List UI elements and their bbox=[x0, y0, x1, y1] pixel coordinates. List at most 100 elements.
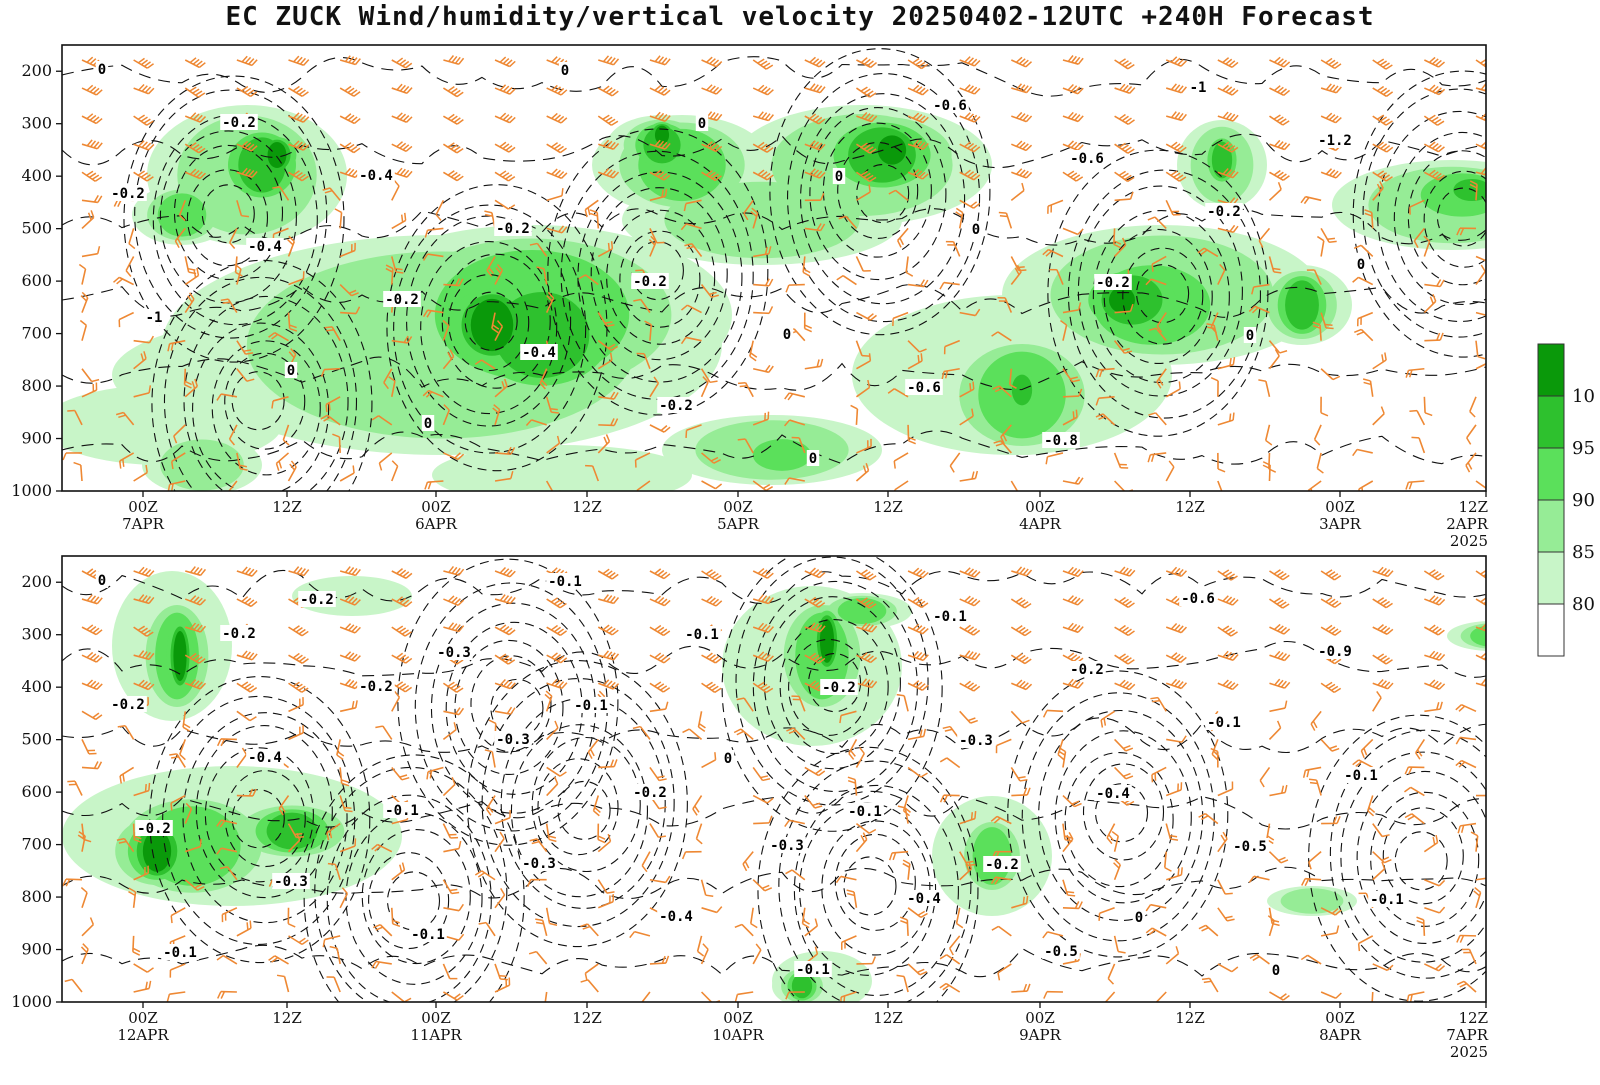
wind-barb bbox=[1424, 679, 1446, 690]
contour-label: -0.1 bbox=[794, 961, 832, 978]
wind-barb bbox=[391, 179, 400, 201]
wind-barb bbox=[545, 823, 557, 843]
wind-barb bbox=[1197, 247, 1219, 258]
wind-barb bbox=[1357, 935, 1374, 952]
wind-barb bbox=[855, 463, 870, 482]
wind-barb bbox=[700, 943, 709, 965]
velocity-contour bbox=[837, 141, 919, 240]
wind-barb bbox=[79, 319, 88, 341]
wind-barb bbox=[597, 879, 615, 894]
wind-barb bbox=[580, 979, 599, 993]
wind-barb bbox=[1466, 424, 1477, 445]
wind-barb bbox=[1058, 746, 1067, 768]
svg-text:-0.1: -0.1 bbox=[1207, 715, 1241, 731]
wind-barb bbox=[287, 823, 305, 839]
wind-barb bbox=[391, 83, 413, 94]
x-tick-hour: 00Z bbox=[1025, 1009, 1055, 1027]
wind-barb bbox=[701, 595, 723, 607]
wind-barb bbox=[236, 55, 258, 67]
contour-label: -0.1 bbox=[1205, 714, 1243, 731]
wind-barb bbox=[1217, 224, 1239, 234]
wind-barb bbox=[1217, 263, 1226, 285]
wind-barb bbox=[1011, 140, 1033, 152]
svg-text:-0.6: -0.6 bbox=[1181, 591, 1215, 607]
wind-barb bbox=[1423, 624, 1445, 636]
wind-barb bbox=[1165, 782, 1183, 797]
wind-barb bbox=[170, 452, 186, 470]
humidity-area bbox=[1280, 888, 1344, 914]
wind-barb bbox=[850, 404, 859, 425]
humidity-area bbox=[1482, 631, 1486, 641]
wind-barb bbox=[81, 761, 103, 770]
wind-barb bbox=[1372, 597, 1393, 609]
wind-barb bbox=[1011, 679, 1033, 691]
wind-barb bbox=[1210, 747, 1219, 768]
velocity-contour bbox=[778, 760, 972, 1002]
wind-barb bbox=[856, 678, 878, 689]
wind-barb bbox=[955, 207, 964, 229]
wind-barb bbox=[424, 227, 444, 238]
wind-barb bbox=[236, 650, 258, 661]
x-tick-hour: 12Z bbox=[272, 1009, 302, 1027]
wind-barb bbox=[133, 594, 155, 605]
wind-barb bbox=[580, 923, 599, 937]
wind-barb bbox=[907, 567, 929, 579]
wind-barb bbox=[435, 199, 445, 221]
wind-barb bbox=[1465, 452, 1477, 473]
wind-barb bbox=[1165, 460, 1175, 482]
contour-label: -0.3 bbox=[768, 837, 806, 854]
wind-barb bbox=[494, 706, 516, 715]
wind-barb bbox=[649, 701, 669, 713]
wind-barb bbox=[1062, 227, 1084, 236]
wind-barb bbox=[585, 464, 600, 482]
wind-barb bbox=[804, 192, 825, 202]
wind-barb bbox=[391, 112, 413, 123]
wind-barb bbox=[1372, 963, 1394, 972]
velocity-contour bbox=[590, 187, 728, 361]
wind-barb bbox=[1062, 84, 1084, 95]
contour-label: -0.9 bbox=[1316, 643, 1354, 660]
svg-text:-0.3: -0.3 bbox=[274, 874, 308, 890]
wind-barb bbox=[442, 722, 457, 741]
velocity-contour bbox=[1067, 169, 1262, 419]
wind-barb bbox=[442, 777, 456, 797]
wind-barb bbox=[683, 199, 702, 212]
wind-barb bbox=[339, 142, 361, 154]
contour-label: 0 bbox=[95, 61, 109, 78]
wind-barb bbox=[543, 991, 548, 1002]
wind-barb bbox=[959, 84, 981, 95]
wind-barb bbox=[639, 991, 651, 1002]
wind-barb bbox=[1269, 569, 1290, 581]
velocity-contour bbox=[834, 833, 916, 931]
wind-barb bbox=[888, 189, 909, 201]
wind-barb bbox=[1268, 349, 1280, 370]
wind-barb bbox=[185, 838, 202, 853]
wind-barb bbox=[288, 697, 304, 713]
wind-barb bbox=[1470, 831, 1479, 852]
svg-text:-0.2: -0.2 bbox=[385, 292, 419, 308]
contour-label: -0.4 bbox=[657, 908, 695, 925]
colorbar-swatch bbox=[1537, 343, 1565, 397]
wind-barb bbox=[846, 889, 858, 908]
wind-barb bbox=[185, 622, 207, 633]
wind-barb bbox=[784, 819, 805, 827]
wind-barb bbox=[494, 446, 516, 455]
wind-barb bbox=[371, 415, 393, 426]
wind-barb bbox=[855, 832, 868, 853]
wind-barb bbox=[907, 353, 923, 370]
velocity-contour bbox=[186, 169, 269, 267]
wind-barb bbox=[649, 595, 671, 607]
y-tick-label: 400 bbox=[21, 166, 52, 185]
velocity-contour bbox=[454, 639, 564, 775]
wind-barb bbox=[1147, 216, 1167, 229]
contour-label: -0.2 bbox=[220, 114, 258, 131]
wind-barb bbox=[1011, 111, 1033, 123]
velocity-contour bbox=[808, 653, 862, 713]
svg-text:-0.1: -0.1 bbox=[848, 804, 882, 820]
wind-barb bbox=[893, 452, 909, 469]
wind-barb bbox=[391, 596, 413, 608]
velocity-contour bbox=[1377, 110, 1486, 322]
wind-barb bbox=[525, 419, 547, 427]
wind-barb bbox=[959, 680, 981, 692]
wind-barb bbox=[329, 945, 341, 965]
